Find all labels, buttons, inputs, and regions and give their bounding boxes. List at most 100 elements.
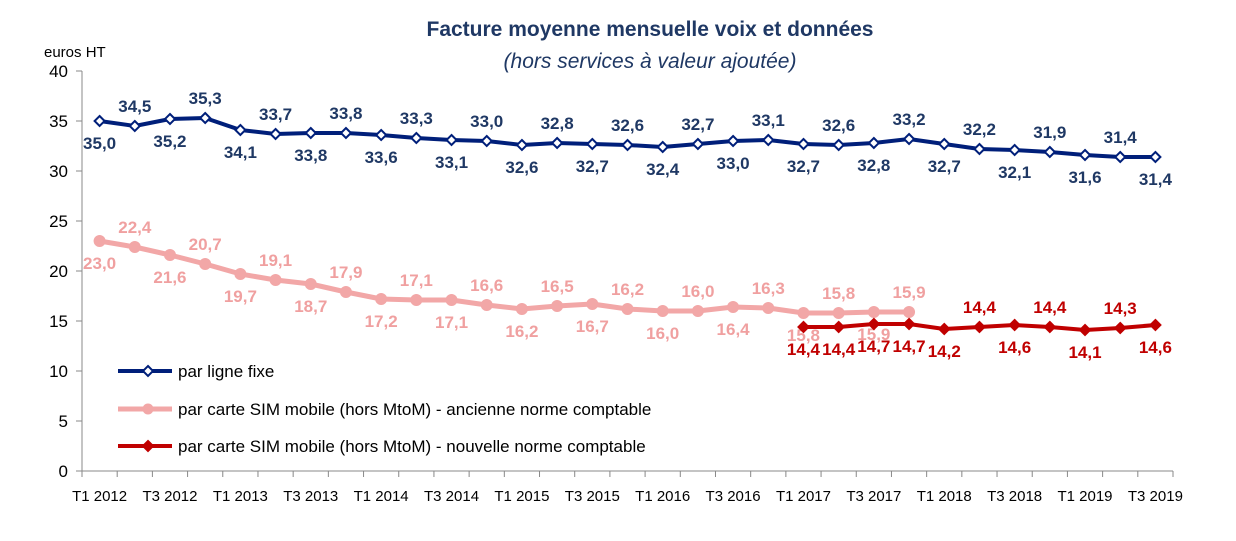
data-point	[445, 294, 458, 306]
data-label: 17,2	[365, 312, 398, 331]
data-label: 14,4	[822, 340, 856, 359]
data-point	[515, 138, 529, 152]
data-label: 14,3	[1104, 299, 1137, 318]
data-label: 16,0	[681, 282, 714, 301]
data-point	[269, 127, 282, 141]
data-label: 33,3	[400, 109, 433, 128]
data-point	[973, 320, 986, 334]
data-point	[973, 142, 986, 156]
data-label: 33,1	[752, 111, 785, 130]
data-point	[1078, 148, 1092, 162]
data-point	[480, 299, 493, 311]
data-point	[832, 138, 846, 152]
data-label: 33,1	[435, 153, 468, 172]
data-point	[480, 134, 494, 148]
y-axis-label: euros HT	[44, 44, 106, 61]
data-point	[1008, 143, 1022, 157]
data-point	[233, 123, 247, 137]
series-1: 23,022,4 21,620,7 19,719,1 18,717,9 17,2 17,1…	[83, 218, 926, 345]
data-label: 33,0	[717, 154, 750, 173]
data-point	[1008, 318, 1022, 332]
data-label: 31,4	[1104, 128, 1138, 147]
data-label: 33,8	[294, 146, 327, 165]
data-point	[797, 320, 810, 334]
data-label: 15,8	[787, 326, 820, 345]
data-point	[797, 307, 810, 319]
data-point	[1043, 145, 1057, 159]
data-point	[691, 137, 705, 151]
data-point	[656, 305, 669, 317]
data-point	[867, 317, 881, 331]
legend-item-2: par carte SIM mobile (hors MtoM) - nouve…	[118, 437, 646, 456]
data-point	[515, 303, 528, 315]
data-point	[163, 249, 176, 261]
legend-label: par carte SIM mobile (hors MtoM) - nouve…	[178, 437, 646, 456]
legend-item-1: par carte SIM mobile (hors MtoM) - ancie…	[118, 400, 651, 419]
data-label: 19,7	[224, 287, 257, 306]
y-tick-label: 0	[59, 462, 68, 481]
data-label: 21,6	[153, 268, 186, 287]
data-point	[410, 294, 423, 306]
data-label: 16,5	[541, 277, 574, 296]
data-label: 17,1	[435, 313, 468, 332]
data-point	[128, 241, 141, 253]
data-point	[234, 268, 247, 280]
data-label: 32,6	[611, 116, 644, 135]
data-label: 32,2	[963, 120, 996, 139]
data-label: 17,9	[329, 263, 362, 282]
legend-marker	[141, 439, 155, 453]
data-label: 32,7	[576, 157, 609, 176]
data-point	[621, 303, 634, 315]
legend-marker	[141, 364, 155, 378]
data-label: 14,1	[1068, 343, 1101, 362]
data-point	[937, 322, 951, 336]
x-tick-label: T3 2016	[706, 488, 761, 505]
data-point	[903, 306, 916, 318]
data-label: 33,7	[259, 105, 292, 124]
y-tick-label: 30	[49, 162, 68, 181]
data-label: 32,4	[646, 160, 680, 179]
y-tick-label: 5	[59, 412, 68, 431]
x-tick-label: T3 2019	[1128, 488, 1183, 505]
data-label: 32,8	[541, 114, 574, 133]
data-point	[656, 140, 670, 154]
data-point	[1078, 323, 1092, 337]
data-label: 19,1	[259, 251, 292, 270]
data-label: 14,2	[928, 342, 961, 361]
data-label: 14,7	[857, 337, 890, 356]
data-label: 14,6	[1139, 338, 1172, 357]
data-label: 35,2	[153, 132, 186, 151]
data-point	[269, 274, 282, 286]
data-point	[902, 132, 916, 146]
data-label: 31,4	[1139, 170, 1173, 189]
data-point	[304, 278, 317, 290]
data-label: 16,4	[717, 320, 751, 339]
data-point	[128, 119, 142, 133]
data-label: 16,2	[611, 280, 644, 299]
data-label: 32,8	[857, 156, 890, 175]
data-point	[691, 305, 704, 317]
data-label: 14,4	[963, 298, 997, 317]
series-2: 14,4 14,4 14,7 14,7 14,214,414,614,414,114,3…	[787, 298, 1172, 362]
data-label: 14,4	[787, 340, 821, 359]
data-label: 31,6	[1068, 168, 1101, 187]
y-tick-label: 40	[49, 62, 68, 81]
data-point	[585, 137, 599, 151]
data-point	[586, 298, 599, 310]
x-tick-label: T3 2014	[424, 488, 479, 505]
x-tick-label: T1 2017	[776, 488, 831, 505]
data-label: 16,6	[470, 276, 503, 295]
data-label: 22,4	[118, 218, 152, 237]
data-label: 32,7	[681, 115, 714, 134]
x-tick-label: T3 2012	[142, 488, 197, 505]
x-tick-label: T3 2018	[987, 488, 1042, 505]
data-label: 23,0	[83, 254, 116, 273]
data-point	[1148, 318, 1162, 332]
data-point	[374, 128, 388, 142]
chart-title: Facture moyenne mensuelle voix et donnée…	[426, 18, 874, 41]
data-label: 16,0	[646, 324, 679, 343]
data-label: 18,7	[294, 297, 327, 316]
series-0: 35,034,535,2 35,3 34,133,7 33,8 33,8 33,6 33,3…	[83, 89, 1172, 189]
data-point	[551, 300, 564, 312]
data-point	[727, 301, 740, 313]
